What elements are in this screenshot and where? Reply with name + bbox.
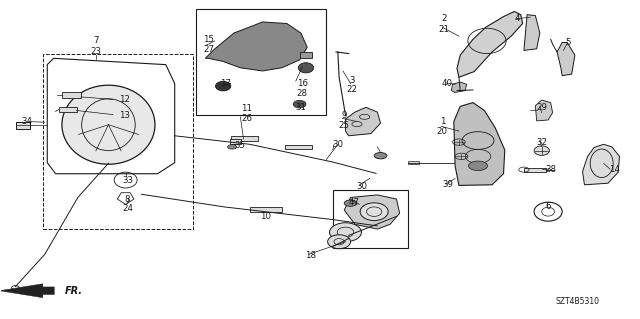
Ellipse shape xyxy=(330,223,362,242)
Text: 13: 13 xyxy=(119,111,131,120)
Bar xyxy=(408,161,419,164)
Bar xyxy=(333,189,408,248)
Text: 11: 11 xyxy=(241,104,252,113)
Ellipse shape xyxy=(534,146,549,155)
Text: 1: 1 xyxy=(440,117,445,126)
Text: 34: 34 xyxy=(21,117,33,126)
Text: 29: 29 xyxy=(536,103,547,112)
Ellipse shape xyxy=(216,81,231,91)
Polygon shape xyxy=(536,100,552,121)
Text: 33: 33 xyxy=(122,175,133,185)
Ellipse shape xyxy=(328,235,351,249)
Ellipse shape xyxy=(298,63,314,73)
Text: 35: 35 xyxy=(235,141,246,150)
Ellipse shape xyxy=(374,152,387,159)
Polygon shape xyxy=(582,144,620,185)
Text: 40: 40 xyxy=(442,79,453,88)
Ellipse shape xyxy=(62,85,155,164)
Text: 25: 25 xyxy=(339,121,349,130)
Ellipse shape xyxy=(468,161,488,171)
Polygon shape xyxy=(205,22,307,71)
Text: SZT4B5310: SZT4B5310 xyxy=(556,297,600,306)
Ellipse shape xyxy=(228,145,237,149)
Polygon shape xyxy=(524,15,540,50)
Text: 24: 24 xyxy=(122,204,133,213)
Polygon shape xyxy=(557,42,575,76)
Text: 30: 30 xyxy=(332,140,343,149)
Ellipse shape xyxy=(293,100,306,108)
Bar xyxy=(524,168,546,172)
Text: 21: 21 xyxy=(439,25,450,34)
Text: 17: 17 xyxy=(220,79,231,88)
Text: 22: 22 xyxy=(346,85,357,94)
Bar xyxy=(43,54,193,229)
Text: 23: 23 xyxy=(90,48,101,56)
Text: 38: 38 xyxy=(545,165,556,174)
Bar xyxy=(16,122,30,129)
Bar xyxy=(59,107,77,112)
Text: 47: 47 xyxy=(349,198,360,207)
Text: 10: 10 xyxy=(260,212,271,221)
Bar xyxy=(300,52,312,58)
Text: 26: 26 xyxy=(241,114,252,123)
Polygon shape xyxy=(457,11,523,77)
Text: 6: 6 xyxy=(545,202,551,211)
Ellipse shape xyxy=(344,200,357,206)
Text: 30: 30 xyxy=(356,182,367,191)
Bar xyxy=(62,92,81,98)
Text: 4: 4 xyxy=(515,14,520,23)
Bar xyxy=(231,136,257,141)
Text: 18: 18 xyxy=(305,251,316,260)
Bar xyxy=(230,139,241,144)
Bar xyxy=(196,9,326,115)
Text: 8: 8 xyxy=(125,195,131,204)
Text: FR.: FR. xyxy=(65,286,83,296)
Text: 3: 3 xyxy=(349,76,355,85)
Text: 28: 28 xyxy=(297,89,308,98)
Text: 39: 39 xyxy=(442,180,453,189)
Polygon shape xyxy=(451,82,467,93)
Polygon shape xyxy=(0,284,54,298)
Polygon shape xyxy=(344,195,399,229)
Text: 20: 20 xyxy=(437,127,448,136)
Polygon shape xyxy=(454,103,505,185)
Text: 2: 2 xyxy=(442,14,447,23)
Polygon shape xyxy=(346,107,381,136)
Text: 9: 9 xyxy=(342,111,347,120)
Text: 32: 32 xyxy=(536,137,547,147)
Text: 12: 12 xyxy=(119,95,131,104)
Text: 14: 14 xyxy=(609,165,620,174)
Bar xyxy=(285,145,312,149)
Text: 15: 15 xyxy=(203,35,214,44)
Text: 31: 31 xyxy=(296,103,307,112)
Ellipse shape xyxy=(360,203,388,220)
Text: 7: 7 xyxy=(93,36,99,45)
Text: 27: 27 xyxy=(203,45,214,54)
Bar xyxy=(250,207,282,212)
Text: 16: 16 xyxy=(297,79,308,88)
Text: 5: 5 xyxy=(566,38,572,47)
